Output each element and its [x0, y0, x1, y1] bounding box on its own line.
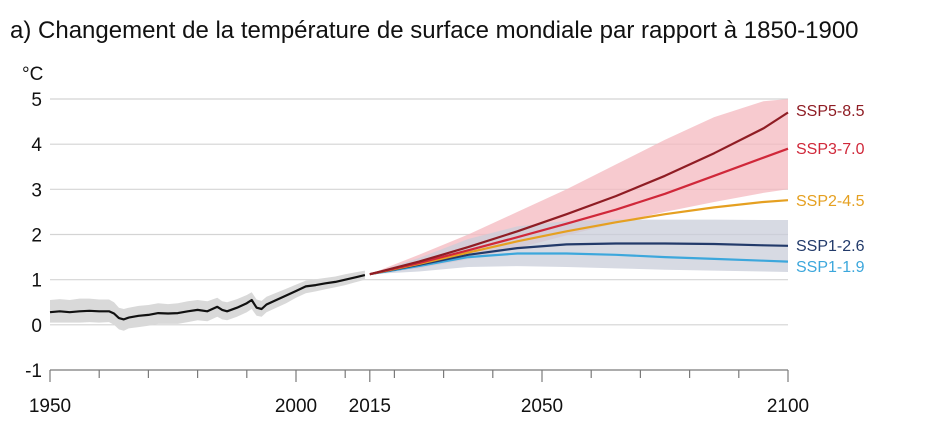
series-line-ssp1-2-6 [369, 242, 789, 276]
series-label-ssp3-7-0: SSP3-7.0 [796, 141, 865, 158]
y-tick-label: 2 [31, 226, 42, 247]
y-tick-label: 4 [31, 135, 42, 156]
y-axis-ticks: 5 4 3 2 1 0 -1 [25, 90, 42, 382]
y-unit-label: °C [22, 64, 43, 85]
series-label-ssp1-2-6: SSP1-2.6 [796, 238, 865, 255]
uncertainty-bands [50, 99, 788, 331]
projection-band [369, 99, 788, 275]
series-label-ssp5-8-5: SSP5-8.5 [796, 103, 865, 120]
y-tick-label: 3 [31, 180, 42, 201]
chart-title: a) Changement de la température de surfa… [10, 17, 859, 44]
x-tick-label: 2050 [521, 396, 563, 417]
series-line-ssp1-1-9 [369, 252, 789, 276]
x-tick-label: 1950 [29, 396, 71, 417]
series-label-ssp1-1-9: SSP1-1.9 [796, 259, 865, 276]
y-tick-label: -1 [25, 361, 42, 382]
x-axis-ticks: 1950 2000 2015 2050 2100 [29, 396, 809, 417]
series-line-ssp5-8-5 [369, 111, 789, 276]
projection-band [369, 219, 788, 275]
y-tick-label: 0 [31, 316, 42, 337]
x-tick-label: 2100 [767, 396, 809, 417]
y-tick-label: 5 [31, 90, 42, 111]
series-labels: SSP5-8.5 SSP3-7.0 SSP2-4.5 SSP1-2.6 SSP1-1.9 [796, 103, 865, 276]
y-tick-label: 1 [31, 271, 42, 292]
x-axis [49, 369, 789, 382]
observed-line [49, 274, 366, 321]
series-line-ssp3-7-0 [369, 147, 789, 276]
gridlines [50, 98, 788, 326]
observed-band [50, 270, 365, 331]
series-label-ssp2-4-5: SSP2-4.5 [796, 193, 865, 210]
series-line-ssp2-4-5 [369, 199, 789, 276]
x-tick-label: 2015 [349, 396, 391, 417]
series-lines [49, 111, 789, 321]
x-tick-label: 2000 [275, 396, 317, 417]
